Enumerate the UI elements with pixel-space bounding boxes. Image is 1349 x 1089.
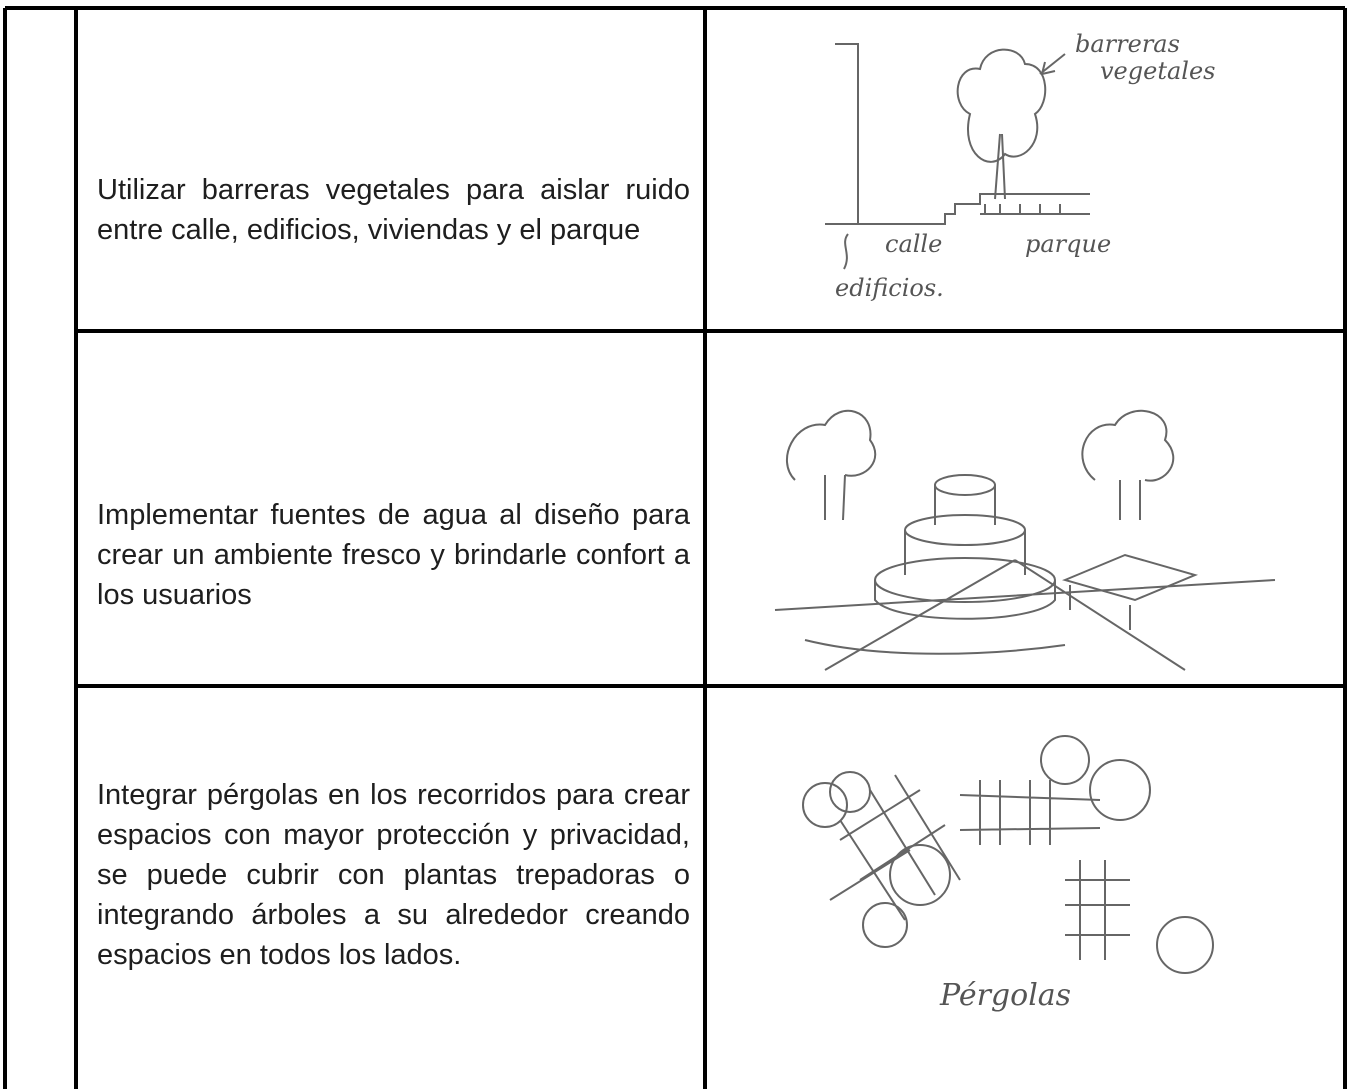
tree [1081,409,1175,520]
tree [956,48,1047,200]
sketch-pergolas: Pérgolas [802,735,1214,1013]
row-text: Integrar pérgolas en los recorridos para… [97,779,690,971]
tree-plan [1089,759,1151,821]
sketch-label: Pérgolas [939,978,1071,1013]
pavement [774,559,1276,671]
row-text: Implementar fuentes de agua al diseño pa… [97,499,690,611]
pergola [1065,860,1130,960]
sketch-label: vegetales [1100,57,1215,85]
sketch-fountain [774,409,1276,671]
fountain [934,474,996,496]
tree-plan [1040,735,1090,785]
sketch-label: edificios. [835,274,944,302]
arrow [843,233,849,270]
pergola [959,780,1101,845]
sketch-lines [980,204,1090,215]
fountain [904,530,1026,575]
tree [785,409,877,521]
tree-plan [889,844,951,906]
tree-plan [1156,916,1214,974]
sketch-lines [825,43,1090,225]
tree-plan [829,771,871,813]
sketch-noise-barrier: barreras vegetales calle parque edificio… [825,30,1215,302]
fountain [934,485,996,525]
pergola [829,774,961,921]
sketch-label: calle [885,230,942,258]
sketch-label: parque [1025,230,1111,258]
row-text: Utilizar barreras vegetales para aislar … [97,174,690,246]
sketch-label: barreras [1075,30,1180,58]
fountain [904,514,1026,546]
arrow [1039,53,1066,75]
tree-plan [802,782,848,828]
fountain [874,580,1056,620]
bench [1061,553,1199,630]
tree-plan [862,902,908,948]
